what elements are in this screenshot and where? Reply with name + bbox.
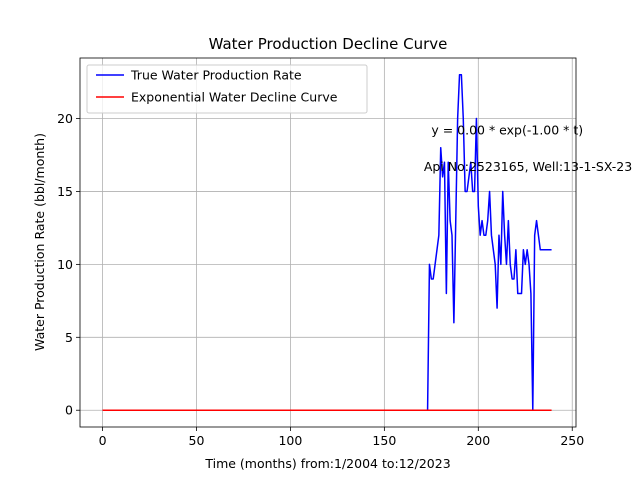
plot-area	[102, 74, 552, 411]
y-tick-label: 20	[57, 111, 73, 126]
x-axis-label: Time (months) from:1/2004 to:12/2023	[204, 456, 450, 471]
y-tick-label: 10	[57, 257, 73, 272]
y-tick-label: 5	[65, 330, 73, 345]
x-tick-label: 150	[372, 433, 396, 448]
x-tick-label: 0	[99, 433, 107, 448]
legend-entry: True Water Production Rate	[130, 68, 302, 83]
annotations: y = 0.00 * exp(-1.00 * t) Api No:2523165,…	[424, 123, 632, 174]
x-tick-label: 50	[189, 433, 205, 448]
chart-title: Water Production Decline Curve	[209, 35, 448, 53]
y-tick-label: 15	[57, 184, 73, 199]
series-line-true-water-production-rate	[102, 74, 552, 411]
legend-entry: Exponential Water Decline Curve	[131, 90, 338, 105]
legend-box	[86, 64, 368, 114]
x-tick-label: 100	[278, 433, 302, 448]
legend: True Water Production Rate Exponential Wa…	[86, 64, 368, 114]
axis-ticks: 0 50 100 150 200 250 0 5 10 15 20	[57, 111, 584, 448]
y-tick-label: 0	[65, 403, 73, 418]
annotation-text: y = 0.00 * exp(-1.00 * t)	[431, 123, 583, 138]
x-tick-label: 250	[560, 433, 584, 448]
annotation-text: Api No:2523165, Well:13-1-SX-23	[424, 159, 632, 174]
x-tick-label: 200	[466, 433, 490, 448]
y-axis-label: Water Production Rate (bbl/month)	[32, 133, 47, 351]
plot-frame	[79, 57, 577, 428]
